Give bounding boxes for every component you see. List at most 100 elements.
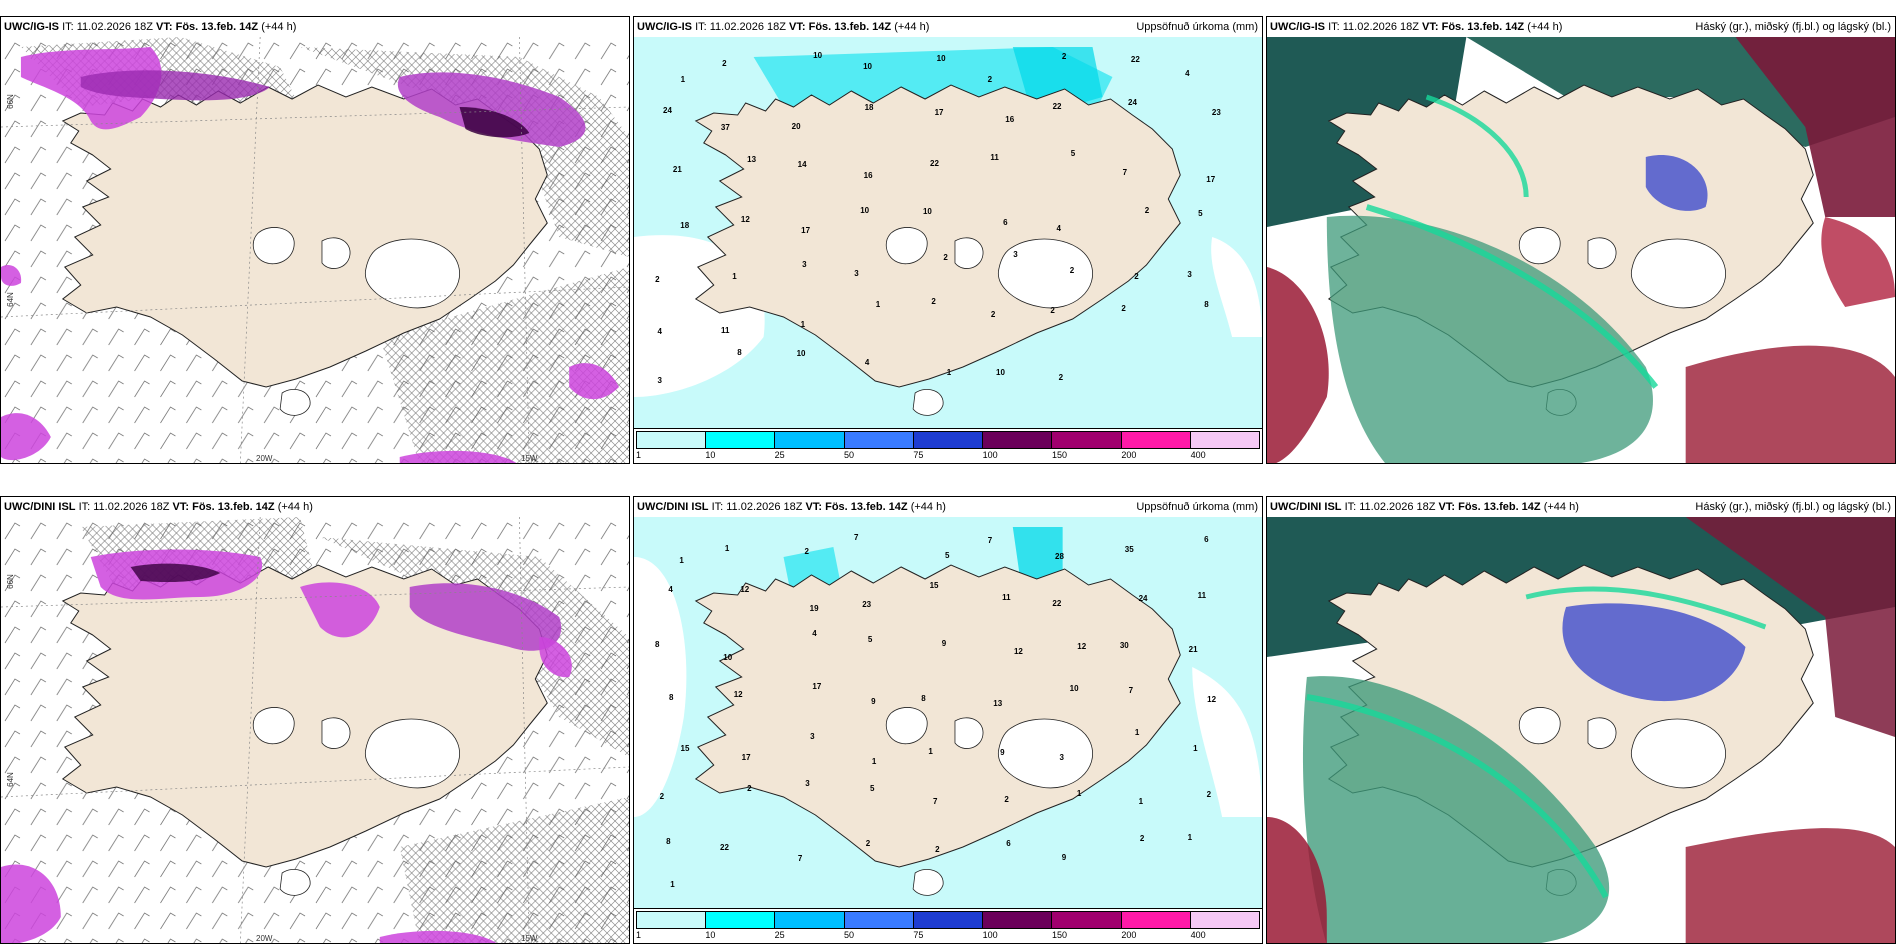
precip-value-label: 2 xyxy=(987,75,993,85)
precip-value-label: 1 xyxy=(871,756,877,766)
precip-value-label: 1 xyxy=(928,747,933,757)
precip-value-label: 5 xyxy=(870,783,875,793)
precip-value-label: 1 xyxy=(732,271,737,281)
valid-time-label: VT: xyxy=(1438,501,1456,513)
precip-value-label: 2 xyxy=(1058,373,1064,383)
valid-time: Fös. 13.feb. 14Z xyxy=(808,21,892,33)
panel-top-left: UWC/IG-IS IT: 11.02.2026 18Z VT: Fös. 13… xyxy=(0,16,630,464)
precip-value-label: 14 xyxy=(797,160,807,170)
precip-value-label: 12 xyxy=(1207,695,1217,705)
precip-value-label: 10 xyxy=(860,206,870,216)
precip-value-label: 2 xyxy=(1134,271,1139,281)
lon-15-label: 15W xyxy=(521,934,538,943)
field-title: Háský (gr.), miðský (fj.bl.) og lágský (… xyxy=(1695,21,1891,33)
precip-value-label: 21 xyxy=(1188,644,1198,654)
colorbar-tick-label: 400 xyxy=(1190,930,1206,940)
colorbar-tick-label: 50 xyxy=(844,450,855,460)
field-title: Háský (gr.), miðský (fj.bl.) og lágský (… xyxy=(1695,501,1891,513)
precip-value-label: 24 xyxy=(663,106,672,115)
panel-header: UWC/DINI ISL IT: 11.02.2026 18Z VT: Fös.… xyxy=(1,497,629,517)
precip-value-label: 30 xyxy=(1119,641,1129,651)
precip-value-label: 23 xyxy=(862,599,872,609)
precip-value-label: 2 xyxy=(943,253,948,263)
precip-value-label: 2 xyxy=(1069,266,1075,276)
precip-value-label: 5 xyxy=(944,550,950,560)
valid-time: Fös. 13.feb. 14Z xyxy=(1441,21,1525,33)
panel-bottom-left: UWC/DINI ISL IT: 11.02.2026 18Z VT: Fös.… xyxy=(0,496,630,944)
colorbar: 1 10 25 50 75 100 150 200 400 xyxy=(634,428,1262,463)
panel-header: UWC/DINI ISL IT: 11.02.2026 18Z VT: Fös.… xyxy=(1267,497,1895,517)
field-title: Uppsöfnuð úrkoma (mm) xyxy=(1136,21,1258,33)
precip-value-label: 11 xyxy=(1197,591,1207,601)
valid-time: Fös. 13.feb. 14Z xyxy=(1458,501,1541,513)
cloud-map xyxy=(1267,37,1895,463)
precip-value-label: 3 xyxy=(1187,270,1192,280)
panel-bottom-right: UWC/DINI ISL IT: 11.02.2026 18Z VT: Fös.… xyxy=(1266,496,1896,944)
precip-value-label: 22 xyxy=(1052,102,1062,112)
precip-value-label: 2 xyxy=(935,845,940,855)
precip-value-label: 2 xyxy=(1206,789,1212,799)
precip-value-label: 5 xyxy=(1070,149,1076,159)
colorbar-tick-label: 50 xyxy=(844,930,855,940)
precip-value-label: 1 xyxy=(1138,796,1144,806)
precip-value-label: 17 xyxy=(1206,174,1216,184)
precip-value-label: 9 xyxy=(941,639,947,649)
precip-value-label: 6 xyxy=(1003,217,1008,227)
lat-66-label: 66N xyxy=(5,94,15,109)
valid-time-label: VT: xyxy=(172,501,190,513)
precip-value-label: 35 xyxy=(1124,544,1134,554)
precip-value-label: 3 xyxy=(802,259,807,269)
precip-value-label: 2 xyxy=(865,838,871,848)
precip-value-label: 2 xyxy=(1144,206,1150,216)
colorbar-tick-label: 10 xyxy=(705,930,716,940)
lon-20-label: 20W xyxy=(256,934,273,943)
panel-header: UWC/IG-IS IT: 11.02.2026 18Z VT: Fös. 13… xyxy=(1267,17,1895,37)
colorbar-tick-label: 100 xyxy=(982,930,998,940)
colorbar-tick-label: 200 xyxy=(1121,450,1137,460)
precip-value-label: 24 xyxy=(1128,98,1137,108)
lon-15-label: 15W xyxy=(521,454,538,463)
precip-value-label: 4 xyxy=(668,584,673,594)
precip-value-label: 10 xyxy=(936,53,946,63)
model-source: UWC/DINI ISL xyxy=(1270,501,1342,513)
precip-value-label: 3 xyxy=(1059,752,1064,762)
precip-value-label: 4 xyxy=(657,326,662,336)
precip-value-label: 1 xyxy=(1076,789,1082,799)
lat-64-label: 64N xyxy=(5,772,15,787)
precip-value-label: 22 xyxy=(720,842,729,852)
precip-value-label: 7 xyxy=(932,797,938,807)
model-source: UWC/DINI ISL xyxy=(4,501,76,513)
precip-value-label: 1 xyxy=(946,368,952,378)
precip-value-label: 8 xyxy=(654,640,660,650)
colorbar-tick-label: 1 xyxy=(636,930,642,940)
precip-value-label: 8 xyxy=(1204,299,1209,309)
precip-value-label: 8 xyxy=(669,693,674,703)
precip-value-label: 16 xyxy=(1005,115,1015,125)
precip-value-label: 9 xyxy=(1000,747,1005,757)
precip-value-label: 11 xyxy=(720,326,730,336)
panel-top-right: UWC/IG-IS IT: 11.02.2026 18Z VT: Fös. 13… xyxy=(1266,16,1896,464)
precip-value-label: 16 xyxy=(863,170,873,180)
precip-value-label: 2 xyxy=(655,275,660,285)
colorbar-tick-label: 150 xyxy=(1052,450,1068,460)
precip-value-label: 1 xyxy=(875,299,881,309)
precip-value-label: 2 xyxy=(1121,304,1126,314)
precip-value-label: 1 xyxy=(1193,743,1198,753)
lat-66-label: 66N xyxy=(5,574,15,589)
colorbar-tick-label: 10 xyxy=(705,450,716,460)
precip-value-label: 4 xyxy=(1185,68,1190,78)
precip-value-label: 7 xyxy=(797,854,803,864)
valid-time-label: VT: xyxy=(1422,21,1439,33)
precip-value-label: 10 xyxy=(796,348,806,358)
precip-value-label: 15 xyxy=(680,743,690,753)
precip-value-label: 19 xyxy=(809,604,819,614)
model-source: UWC/IG-IS xyxy=(1270,21,1325,33)
precip-value-label: 21 xyxy=(672,164,682,174)
precip-value-label: 24 xyxy=(1138,594,1148,604)
colorbar-tick-label: 150 xyxy=(1052,930,1068,940)
precip-value-label: 17 xyxy=(741,753,751,763)
colorbar-tick-label: 75 xyxy=(913,450,924,460)
wind-snow-map: 66N 64N 20W 15W xyxy=(1,37,629,463)
precip-value-label: 17 xyxy=(812,681,822,691)
precip-value-label: 2 xyxy=(1004,794,1009,804)
